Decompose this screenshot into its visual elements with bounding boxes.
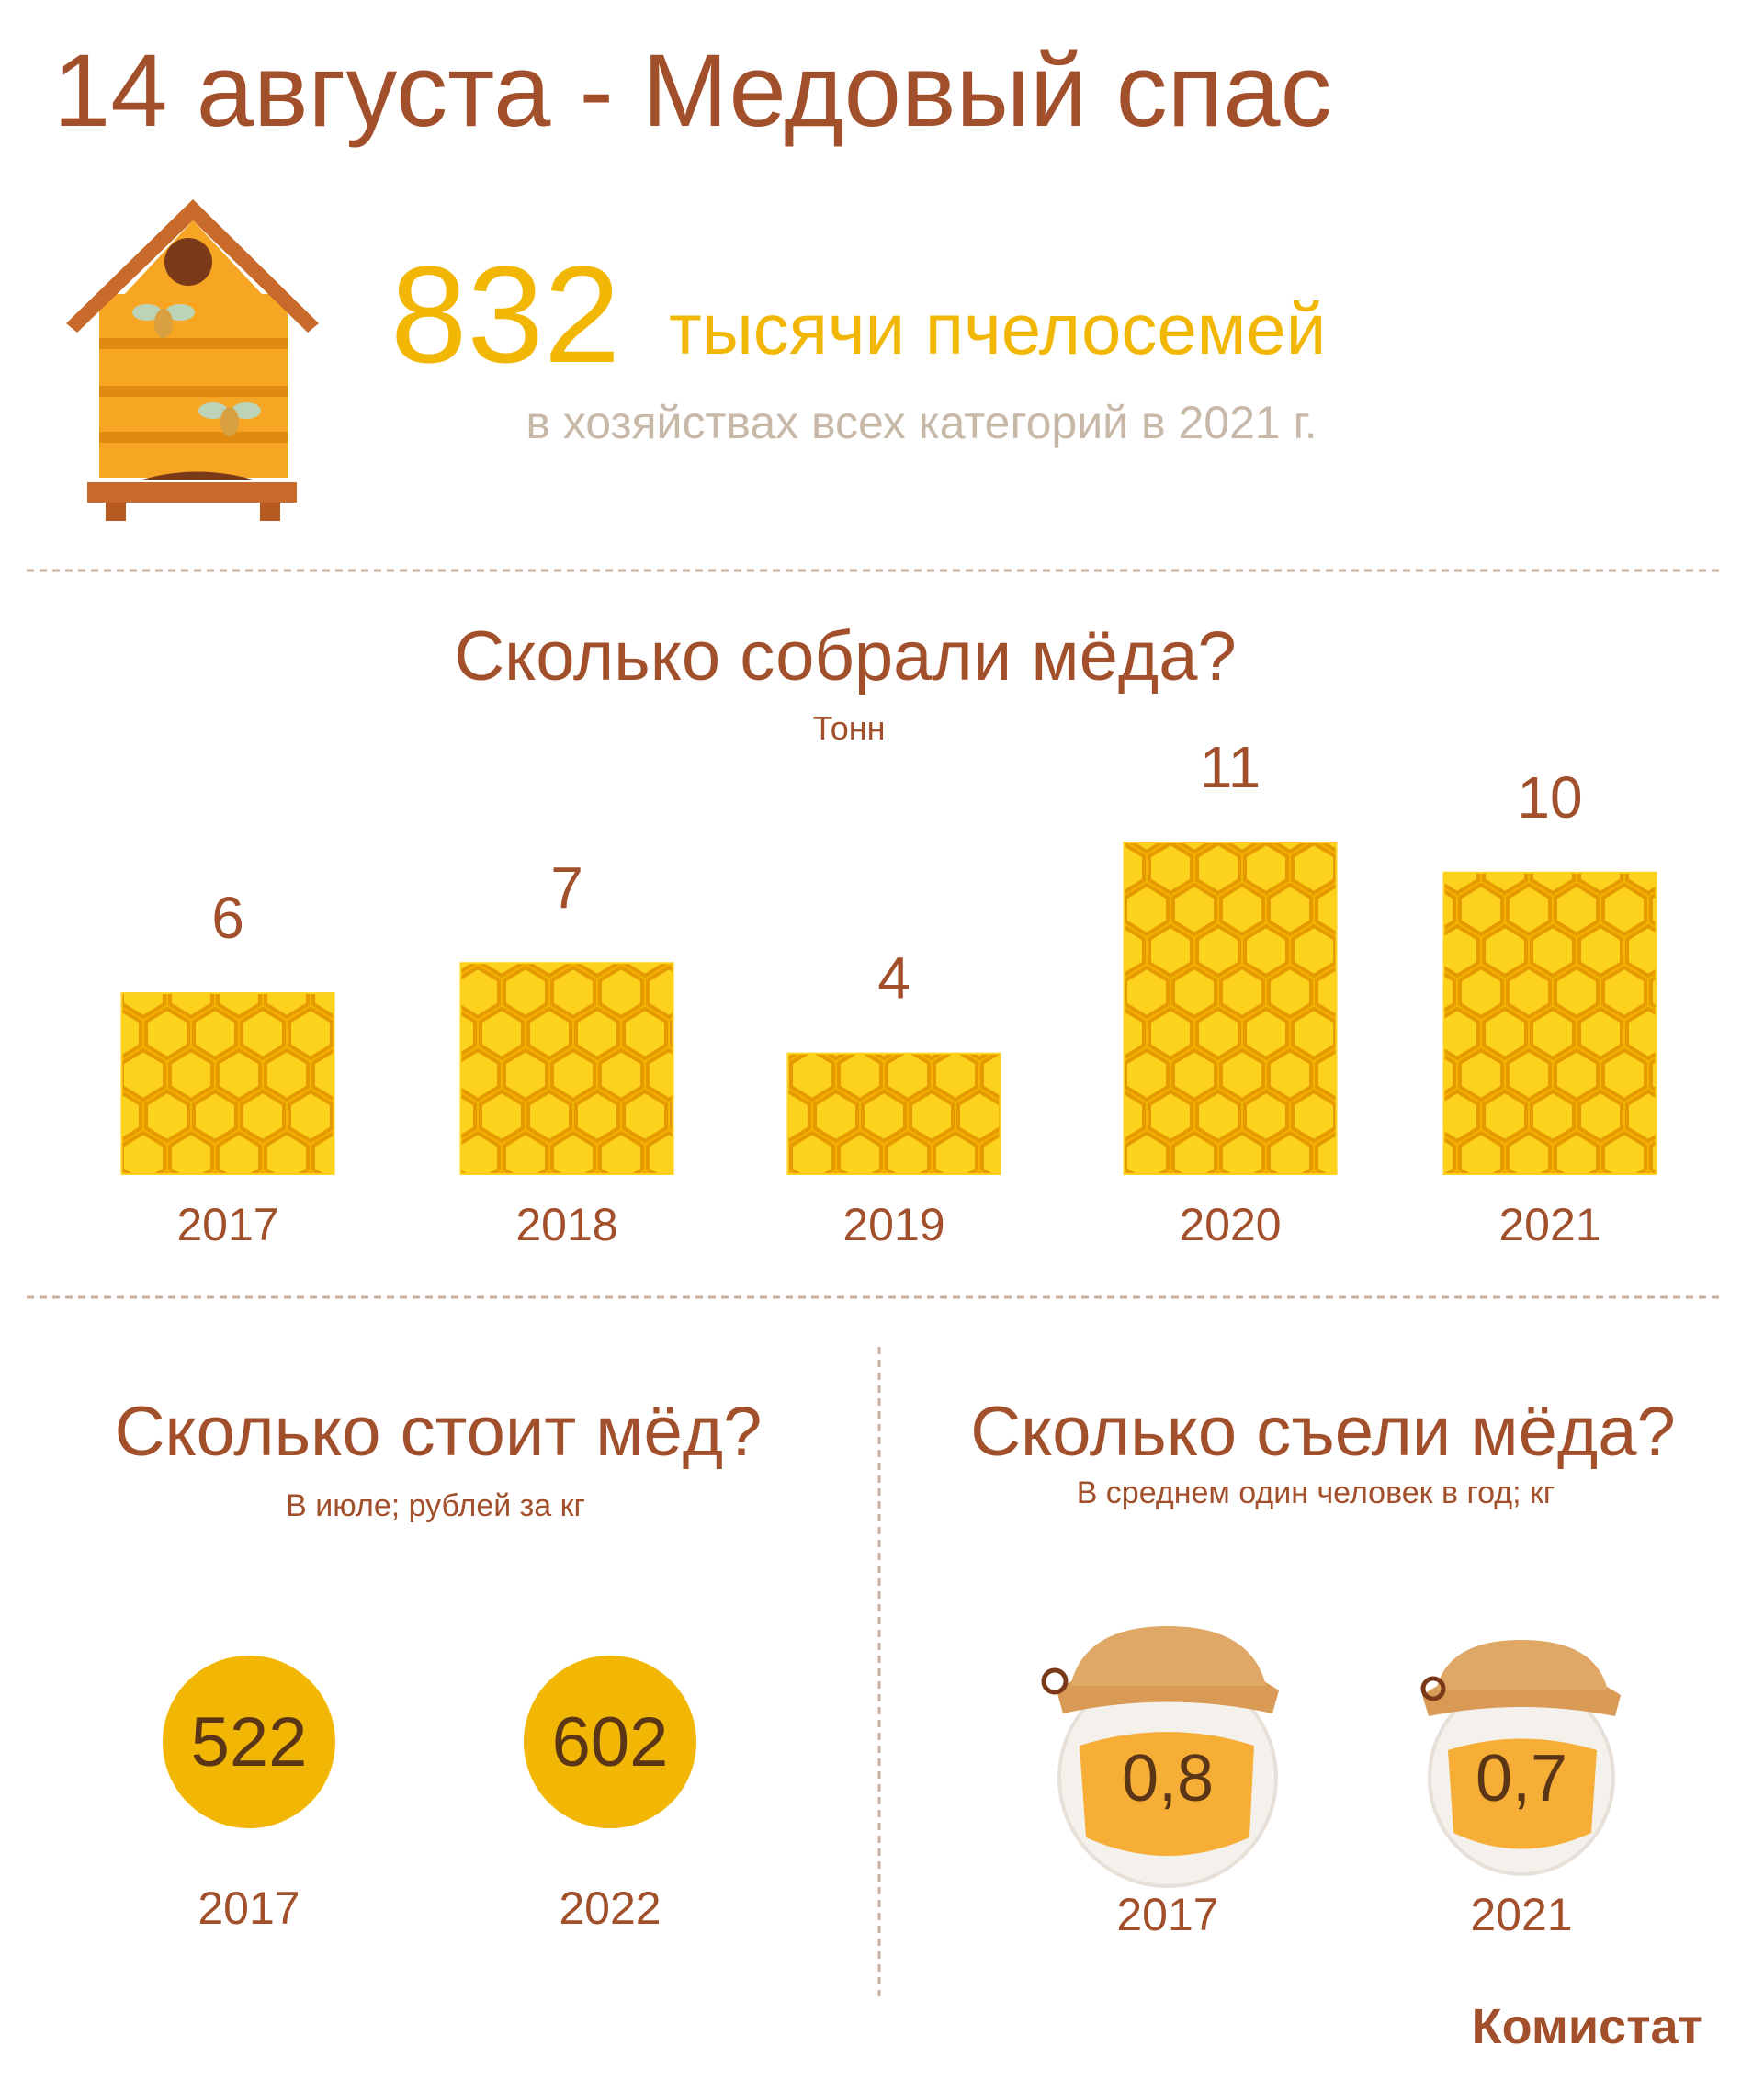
x-tick-label: 2018 <box>515 1199 617 1250</box>
bar <box>1123 842 1338 1175</box>
hive-value: 832 <box>390 237 620 391</box>
value-label: 4 <box>877 945 910 1012</box>
value-label: 6 <box>211 885 244 951</box>
price-circle <box>163 1656 335 1828</box>
jar-icon <box>1041 1626 1279 1888</box>
x-tick-label: 2021 <box>1498 1199 1600 1250</box>
consumption-year: 2021 <box>1470 1889 1572 1940</box>
bar <box>120 992 335 1176</box>
price-year: 2022 <box>559 1882 661 1934</box>
price-title: Сколько стоит мёд? <box>115 1393 763 1471</box>
bar <box>459 962 674 1175</box>
page-title: 14 августа - Медовый спас <box>53 33 1332 148</box>
price-value: 522 <box>191 1703 308 1781</box>
x-tick-label: 2020 <box>1179 1199 1281 1250</box>
chart-subtitle: Тонн <box>813 709 886 747</box>
bar <box>1442 871 1657 1175</box>
chart-title: Сколько собрали мёда? <box>454 617 1237 695</box>
consumption-value: 0,7 <box>1476 1742 1567 1815</box>
price-value: 602 <box>552 1703 669 1781</box>
bar <box>786 1052 1001 1176</box>
consumption-year: 2017 <box>1116 1889 1218 1940</box>
value-label: 10 <box>1517 764 1582 831</box>
consumption-title: Сколько съели мёда? <box>970 1393 1676 1471</box>
hive-note: в хозяйствах всех категорий в 2021 г. <box>526 397 1317 448</box>
price-circle <box>524 1656 696 1828</box>
consumption-value: 0,8 <box>1122 1742 1214 1815</box>
value-label: 7 <box>550 854 583 921</box>
consumption-subtitle: В среднем один человек в год; кг <box>1077 1475 1555 1510</box>
price-year: 2017 <box>198 1882 300 1934</box>
x-tick-label: 2017 <box>176 1199 278 1250</box>
jar-icon <box>1420 1640 1621 1876</box>
source: Комистат <box>1472 1999 1702 2054</box>
value-label: 11 <box>1200 734 1261 800</box>
x-tick-label: 2019 <box>842 1199 944 1250</box>
price-subtitle: В июле; рублей за кг <box>286 1488 585 1523</box>
hive-unit: тысячи пчелосемей <box>669 288 1326 369</box>
hive-icon <box>66 199 319 521</box>
